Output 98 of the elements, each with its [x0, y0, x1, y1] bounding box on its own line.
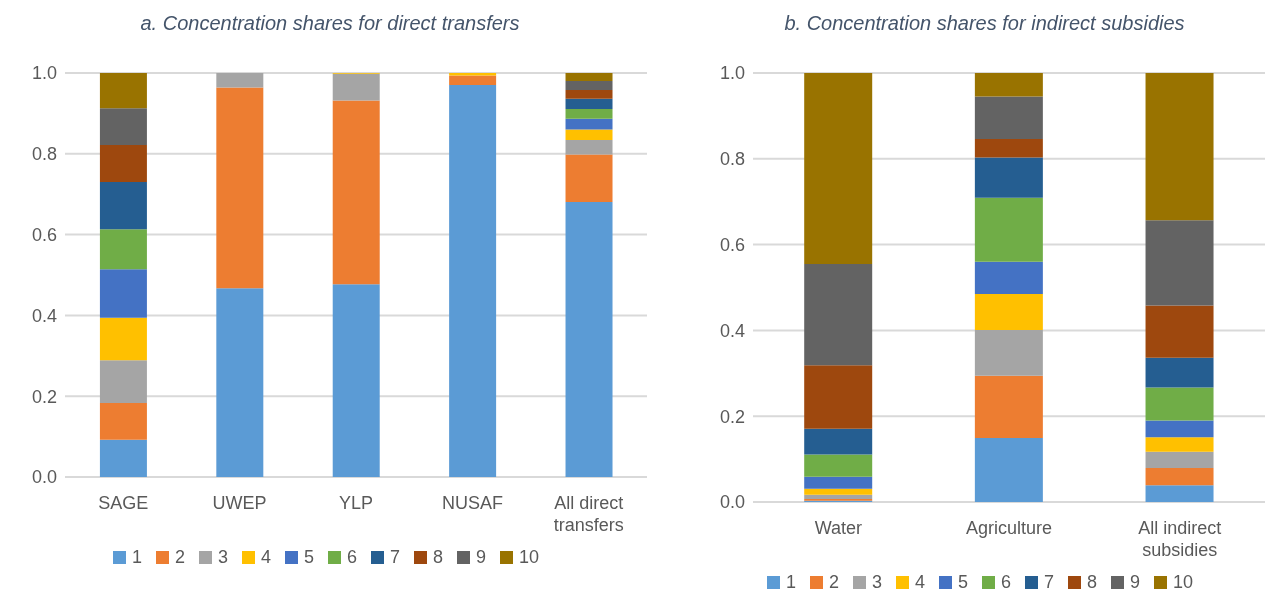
bar [1145, 387, 1214, 421]
bar [565, 98, 613, 109]
x-tick-label: YLP [338, 493, 374, 514]
y-tick-label: 1.0 [31, 63, 57, 84]
legend-label: 4 [260, 547, 271, 568]
bar [974, 96, 1043, 140]
legend-label: 1 [131, 547, 142, 568]
bar [1145, 305, 1214, 358]
legend-label: 10 [1173, 572, 1194, 593]
bar [1145, 437, 1214, 452]
bar [565, 73, 613, 82]
bar [99, 182, 147, 230]
legend-label: 6 [1000, 572, 1011, 593]
bar [99, 439, 147, 477]
bar [1145, 420, 1214, 438]
bar [332, 284, 380, 477]
bar [565, 81, 613, 90]
bar [974, 329, 1043, 376]
bar [565, 140, 613, 155]
bar [449, 75, 497, 86]
legend-label: 7 [1044, 572, 1055, 593]
bar [99, 73, 147, 109]
legend-label: 2 [828, 572, 839, 593]
bar [99, 108, 147, 145]
bar [332, 100, 380, 285]
bar [804, 428, 873, 455]
legend-label: 4 [914, 572, 925, 593]
y-tick-label: 0.8 [719, 149, 745, 170]
legend-label: 5 [303, 547, 314, 568]
bar [99, 360, 147, 404]
bar [1145, 220, 1214, 306]
legend-label: 9 [476, 547, 487, 568]
legend-label: 6 [346, 547, 357, 568]
bar [216, 288, 264, 477]
bar [974, 261, 1043, 294]
bar [99, 144, 147, 183]
bar [974, 197, 1043, 262]
y-tick-label: 0.6 [719, 234, 745, 255]
bar [565, 201, 613, 477]
bar [974, 438, 1043, 502]
bar [565, 89, 613, 99]
y-tick-label: 0.0 [31, 467, 57, 488]
x-tick-label: SAGE [98, 493, 149, 514]
y-tick-label: 0.6 [31, 224, 57, 245]
bar [565, 108, 613, 119]
chart-title: b. Concentration shares for indirect subsidies [783, 12, 1186, 35]
bar [804, 454, 873, 477]
bar [1145, 357, 1214, 388]
legend-label: 1 [785, 572, 796, 593]
y-tick-label: 0.0 [719, 492, 745, 513]
legend-label: 7 [390, 547, 401, 568]
bar [974, 293, 1043, 330]
bar [99, 269, 147, 318]
bar [99, 403, 147, 440]
bar [974, 375, 1043, 439]
x-tick-label: All indirect subsidies [1138, 518, 1222, 560]
bar [974, 157, 1043, 198]
y-tick-label: 1.0 [719, 63, 745, 84]
bar [449, 85, 497, 477]
y-tick-label: 0.4 [31, 305, 57, 326]
x-tick-label: UWEP [212, 493, 267, 514]
chart-title: a. Concentration shares for direct transfers [139, 12, 521, 35]
bar [804, 476, 873, 489]
bar [99, 229, 147, 270]
x-tick-label: Agriculture [965, 518, 1053, 539]
legend-label: 3 [217, 547, 228, 568]
bar [804, 494, 873, 499]
bar [216, 73, 264, 88]
bar [1145, 73, 1214, 221]
y-tick-label: 0.2 [719, 406, 745, 427]
x-tick-label: NUSAF [441, 493, 503, 514]
legend-label: 5 [957, 572, 968, 593]
y-tick-label: 0.8 [31, 144, 57, 165]
legend-label: 9 [1130, 572, 1141, 593]
bar [216, 87, 264, 289]
bar [1145, 451, 1214, 469]
bar [804, 488, 873, 495]
bar [804, 365, 873, 429]
bar [974, 73, 1043, 97]
y-tick-label: 0.4 [719, 320, 745, 341]
bar [565, 118, 613, 130]
legend-label: 2 [174, 547, 185, 568]
bar [565, 154, 613, 202]
bar [1145, 468, 1214, 486]
bar [804, 73, 873, 264]
legend-label: 8 [433, 547, 444, 568]
bar [804, 263, 873, 366]
bar [1145, 485, 1214, 502]
bar [565, 129, 613, 141]
bar [332, 73, 380, 101]
legend-label: 3 [871, 572, 882, 593]
x-tick-label: All direct transfers [553, 493, 624, 535]
y-tick-label: 0.2 [31, 386, 57, 407]
legend-label: 8 [1087, 572, 1098, 593]
legend-label: 10 [519, 547, 540, 568]
bar [974, 139, 1043, 158]
x-tick-label: Water [814, 518, 863, 539]
bar [99, 317, 147, 361]
